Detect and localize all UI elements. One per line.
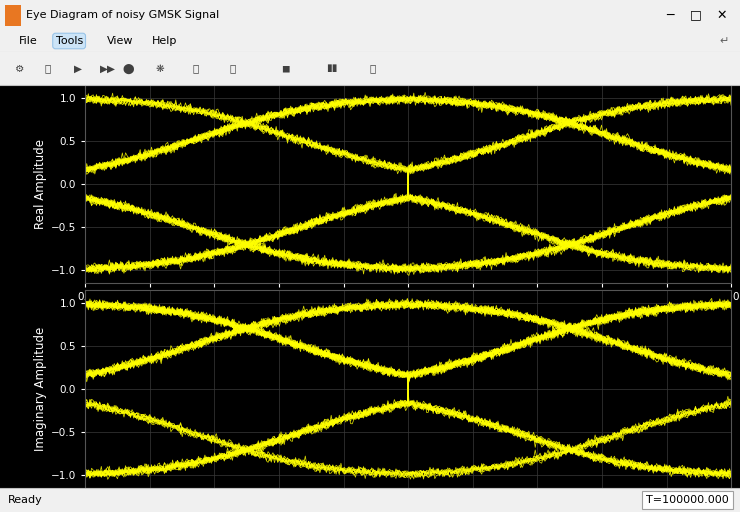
- Text: ▶: ▶: [74, 63, 82, 74]
- Y-axis label: Imaginary Amplitude: Imaginary Amplitude: [33, 327, 47, 451]
- Text: ▮▮: ▮▮: [326, 63, 337, 74]
- Text: Help: Help: [152, 36, 177, 46]
- Text: 🖨: 🖨: [44, 63, 50, 74]
- Text: ⬛: ⬛: [370, 63, 376, 74]
- Text: ⬤: ⬤: [122, 63, 134, 74]
- Text: ▶▶: ▶▶: [100, 63, 116, 74]
- Text: ⚙: ⚙: [15, 63, 24, 74]
- Text: Ready: Ready: [7, 495, 42, 505]
- Text: □: □: [690, 9, 702, 22]
- X-axis label: Time: Time: [394, 305, 423, 317]
- Text: ❋: ❋: [155, 63, 164, 74]
- Text: Tools: Tools: [56, 36, 83, 46]
- Text: Eye Diagram of noisy GMSK Signal: Eye Diagram of noisy GMSK Signal: [26, 10, 219, 20]
- Text: T=100000.000: T=100000.000: [646, 495, 729, 505]
- Text: ↵: ↵: [719, 36, 729, 46]
- Text: ◼: ◼: [281, 63, 290, 74]
- Text: ⬜: ⬜: [229, 63, 235, 74]
- Text: ✕: ✕: [716, 9, 727, 22]
- Text: View: View: [107, 36, 134, 46]
- X-axis label: Time: Time: [394, 510, 423, 512]
- Y-axis label: Real Amplitude: Real Amplitude: [33, 139, 47, 229]
- Bar: [5, 5, 21, 26]
- Title: Eye Diagram of Noisy GMSK Signal: Eye Diagram of Noisy GMSK Signal: [272, 67, 544, 81]
- Text: File: File: [18, 36, 37, 46]
- Text: ─: ─: [666, 9, 673, 22]
- Text: 🔍: 🔍: [192, 63, 198, 74]
